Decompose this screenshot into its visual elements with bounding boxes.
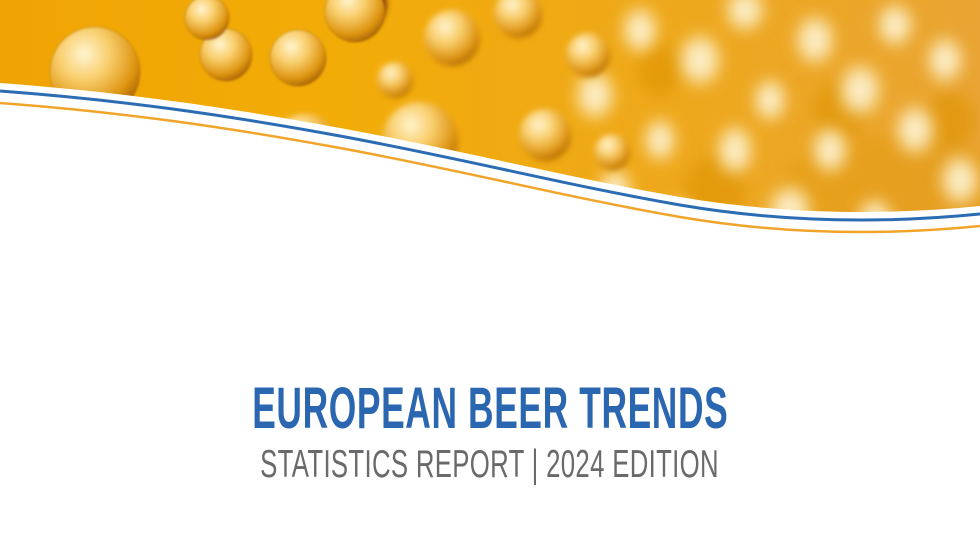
beer-bubbles-image: [0, 0, 980, 270]
report-title: EUROPEAN BEER TRENDS: [251, 376, 729, 441]
title-block: EUROPEAN BEER TRENDS STATISTICS REPORT |…: [0, 376, 980, 486]
cover-hero: [0, 0, 980, 270]
wave-white-mask: [0, 83, 980, 270]
report-subtitle: STATISTICS REPORT | 2024 EDITION: [260, 443, 720, 486]
